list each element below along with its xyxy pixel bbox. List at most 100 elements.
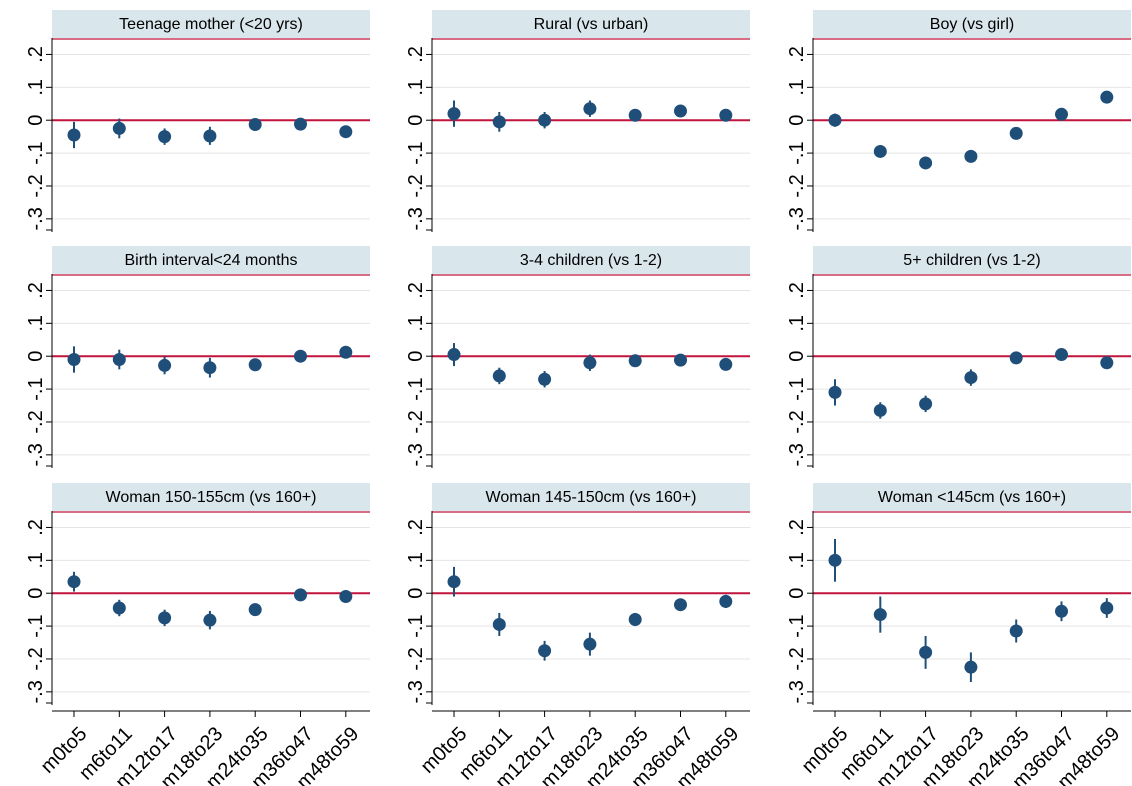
panel-1: Teenage mother (<20 yrs) .2 .1 0 -.1 -.2 -.3 [25, 10, 370, 232]
estimate-point [67, 352, 81, 366]
y-tick-label: -.2 [786, 647, 808, 670]
y-tick-label: -.2 [25, 410, 47, 433]
estimate-point [538, 113, 552, 127]
panel-2: Rural (vs urban) .2 .1 0 -.1 -.2 -.3 [405, 10, 750, 232]
estimate-point [158, 358, 172, 372]
y-tick-label: -.2 [786, 174, 808, 197]
y-tick-label: -.1 [25, 614, 47, 637]
y-tick-label: -.3 [25, 680, 47, 703]
estimate-point [1100, 356, 1114, 370]
y-tick-label: 0 [405, 588, 427, 599]
y-tick-label: -.3 [786, 680, 808, 703]
estimate-point [248, 603, 262, 617]
y-tick-label: -.1 [405, 141, 427, 164]
panel-title: Teenage mother (<20 yrs) [119, 16, 303, 33]
estimate-point [447, 575, 461, 589]
estimate-point [674, 104, 687, 118]
estimate-point [492, 617, 506, 631]
panel-title: 3-4 children (vs 1-2) [520, 252, 662, 269]
y-tick-label: .2 [25, 46, 47, 63]
y-tick-label: -.2 [25, 174, 47, 197]
y-tick-label: -.1 [405, 614, 427, 637]
estimate-point [294, 588, 307, 602]
y-tick-label: .1 [405, 79, 427, 96]
estimate-point [538, 644, 552, 658]
y-tick-label: -.3 [405, 443, 427, 466]
estimate-point [203, 361, 217, 375]
y-tick-label: .1 [25, 79, 47, 96]
y-tick-label: .2 [405, 282, 427, 299]
panel-8: Woman 145-150cm (vs 160+).2.10-.1-.2-.3m… [405, 483, 750, 786]
estimate-point [964, 371, 978, 385]
panel-5: 3-4 children (vs 1-2) .2 .1 0 -.1 -.2 -.3 [405, 246, 750, 468]
estimate-point [583, 637, 597, 651]
estimate-point [919, 645, 933, 659]
estimate-point [583, 102, 597, 116]
estimate-point [1009, 624, 1023, 638]
estimate-point [1055, 348, 1068, 362]
estimate-point [538, 372, 552, 386]
estimate-point [203, 613, 217, 627]
y-tick-label: 0 [405, 115, 427, 126]
estimate-point [964, 149, 978, 163]
y-tick-label: .2 [405, 46, 427, 63]
estimate-point [1055, 107, 1068, 121]
y-tick-label: 0 [786, 115, 808, 126]
y-tick-label: -.2 [405, 174, 427, 197]
estimate-point [294, 117, 307, 131]
y-tick-label: -.1 [786, 377, 808, 400]
y-tick-label: -.1 [25, 141, 47, 164]
estimate-point [674, 598, 687, 612]
y-tick-label: -.2 [786, 410, 808, 433]
panel-6: 5+ children (vs 1-2) .2 .1 0 -.1 -.2 -.3 [786, 246, 1131, 468]
panel-title: Woman 150-155cm (vs 160+) [106, 489, 317, 506]
y-tick-label: .1 [405, 552, 427, 569]
estimate-point [158, 611, 172, 625]
y-tick-label: -.3 [405, 680, 427, 703]
y-tick-label: -.2 [405, 647, 427, 670]
y-tick-label: .2 [786, 282, 808, 299]
estimate-point [203, 129, 217, 143]
panel-header [813, 10, 1131, 38]
estimate-point [919, 397, 933, 411]
estimate-point [628, 354, 642, 368]
estimate-point [828, 385, 842, 399]
panel-header [432, 246, 750, 274]
estimate-point [112, 121, 126, 135]
estimate-point [158, 130, 172, 144]
panel-header [813, 483, 1131, 511]
y-tick-label: .1 [405, 315, 427, 332]
y-tick-label: .1 [786, 79, 808, 96]
estimate-point [964, 660, 978, 674]
y-tick-label: .2 [786, 46, 808, 63]
estimate-point [67, 575, 81, 589]
y-tick-label: -.1 [786, 614, 808, 637]
estimate-point [919, 156, 933, 170]
panel-title: Woman 145-150cm (vs 160+) [486, 489, 697, 506]
estimate-point [112, 352, 126, 366]
estimate-point [628, 108, 642, 122]
y-tick-label: -.1 [786, 141, 808, 164]
estimate-point [339, 345, 353, 359]
panel-9: Woman <145cm (vs 160+).2.10-.1-.2-.3m0to… [786, 483, 1131, 786]
y-tick-label: -.3 [786, 443, 808, 466]
y-tick-label: 0 [786, 351, 808, 362]
estimate-point [828, 553, 842, 567]
panel-header [432, 483, 750, 511]
y-tick-label: .1 [786, 315, 808, 332]
y-tick-label: .2 [25, 519, 47, 536]
estimate-point [873, 144, 887, 158]
estimate-point [1100, 90, 1114, 104]
estimate-point [112, 601, 126, 615]
y-tick-label: 0 [25, 588, 47, 599]
estimate-point [1100, 601, 1114, 615]
y-tick-label: 0 [25, 115, 47, 126]
panel-title: Boy (vs girl) [930, 16, 1014, 33]
estimate-point [339, 589, 353, 603]
y-tick-label: .2 [25, 282, 47, 299]
estimate-point [873, 403, 887, 417]
y-tick-label: -.3 [25, 207, 47, 230]
estimate-point [447, 107, 461, 121]
estimate-point [719, 108, 733, 122]
